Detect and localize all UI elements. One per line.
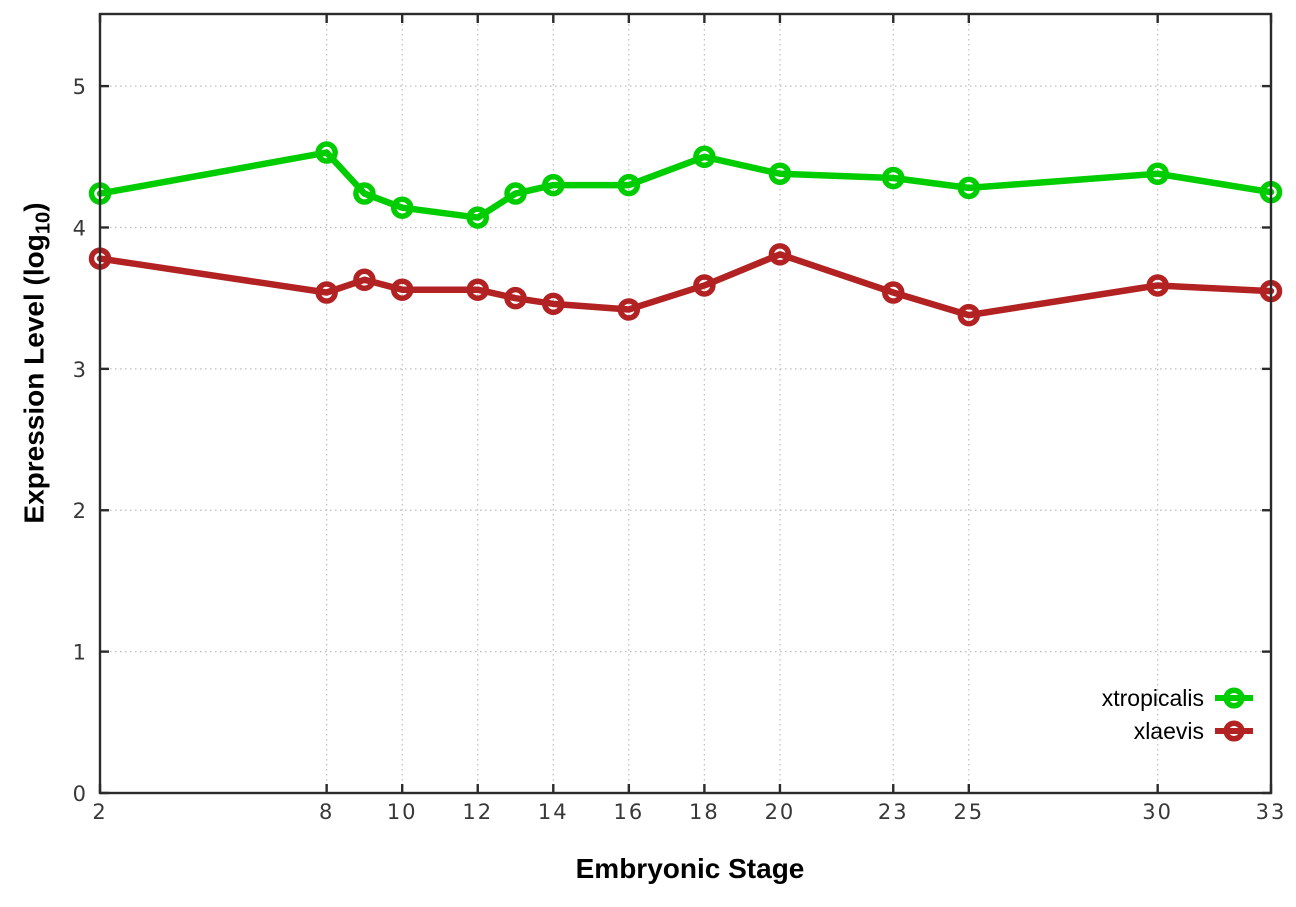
legend-marker-icon — [1215, 687, 1253, 709]
series-xlaevis — [88, 243, 1283, 327]
data-point-xtropicalis — [353, 182, 376, 205]
axis-ticks — [98, 14, 1273, 795]
x-tick-label: 18 — [689, 800, 720, 824]
data-point-xtropicalis — [504, 182, 527, 205]
y-tick-label: 2 — [73, 499, 88, 523]
y-axis-title-close: ) — [18, 202, 50, 212]
data-point-xtropicalis — [466, 206, 489, 229]
legend-label: xtropicalis — [1101, 684, 1204, 711]
x-tick-label: 23 — [878, 800, 909, 824]
legend: xtropicalis xlaevis — [1102, 683, 1254, 746]
x-tick-label: 25 — [953, 800, 984, 824]
data-point-xtropicalis — [315, 141, 338, 164]
data-point-xtropicalis — [542, 173, 565, 197]
x-axis-title: Embryonic Stage — [575, 853, 805, 884]
data-point-xtropicalis — [768, 162, 792, 186]
data-point-xtropicalis — [1146, 162, 1169, 186]
gridlines — [99, 14, 1272, 793]
x-tick-label: 33 — [1256, 800, 1287, 824]
data-point-xlaevis — [315, 281, 338, 304]
data-point-xlaevis — [957, 303, 981, 327]
data-point-xtropicalis — [957, 176, 981, 200]
y-tick-label: 1 — [73, 641, 88, 665]
data-point-xlaevis — [353, 268, 376, 292]
y-axis-title: Expression Level (log10) — [19, 202, 56, 523]
x-tick-label: 12 — [462, 800, 493, 824]
y-tick-label: 3 — [73, 358, 88, 382]
legend-entry-xtropicalis: xtropicalis — [1102, 683, 1254, 713]
data-point-xlaevis — [693, 274, 716, 297]
data-point-xtropicalis — [882, 166, 905, 190]
y-axis-title-subscript: 10 — [32, 211, 55, 235]
data-point-xlaevis — [466, 278, 489, 301]
y-tick-label: 0 — [73, 782, 88, 806]
data-point-xlaevis — [882, 281, 905, 304]
data-point-xlaevis — [768, 243, 792, 266]
series-xtropicalis — [88, 141, 1283, 229]
y-tick-label: 5 — [73, 75, 88, 99]
x-tick-label: 2 — [92, 800, 107, 824]
x-tick-label: 10 — [387, 800, 418, 824]
legend-label: xlaevis — [1133, 717, 1204, 744]
data-point-xlaevis — [390, 278, 414, 301]
x-tick-label: 8 — [319, 800, 334, 824]
data-point-xlaevis — [1146, 274, 1169, 297]
data-point-xtropicalis — [693, 145, 716, 169]
x-tick-label: 20 — [765, 800, 796, 824]
x-tick-label: 14 — [538, 800, 569, 824]
x-tick-label: 16 — [613, 800, 644, 824]
data-point-xlaevis — [542, 292, 565, 316]
data-point-xtropicalis — [617, 173, 641, 197]
data-series — [88, 141, 1283, 327]
data-point-xlaevis — [617, 298, 641, 321]
data-point-xlaevis — [504, 286, 527, 310]
y-tick-label: 4 — [73, 216, 88, 240]
legend-marker-icon — [1215, 720, 1253, 742]
data-point-xtropicalis — [390, 196, 414, 219]
x-tick-label: 30 — [1142, 800, 1173, 824]
y-axis-title-text: Expression Level (log — [18, 234, 50, 524]
legend-entry-xlaevis: xlaevis — [1102, 716, 1254, 746]
plot-border — [98, 12, 1273, 795]
